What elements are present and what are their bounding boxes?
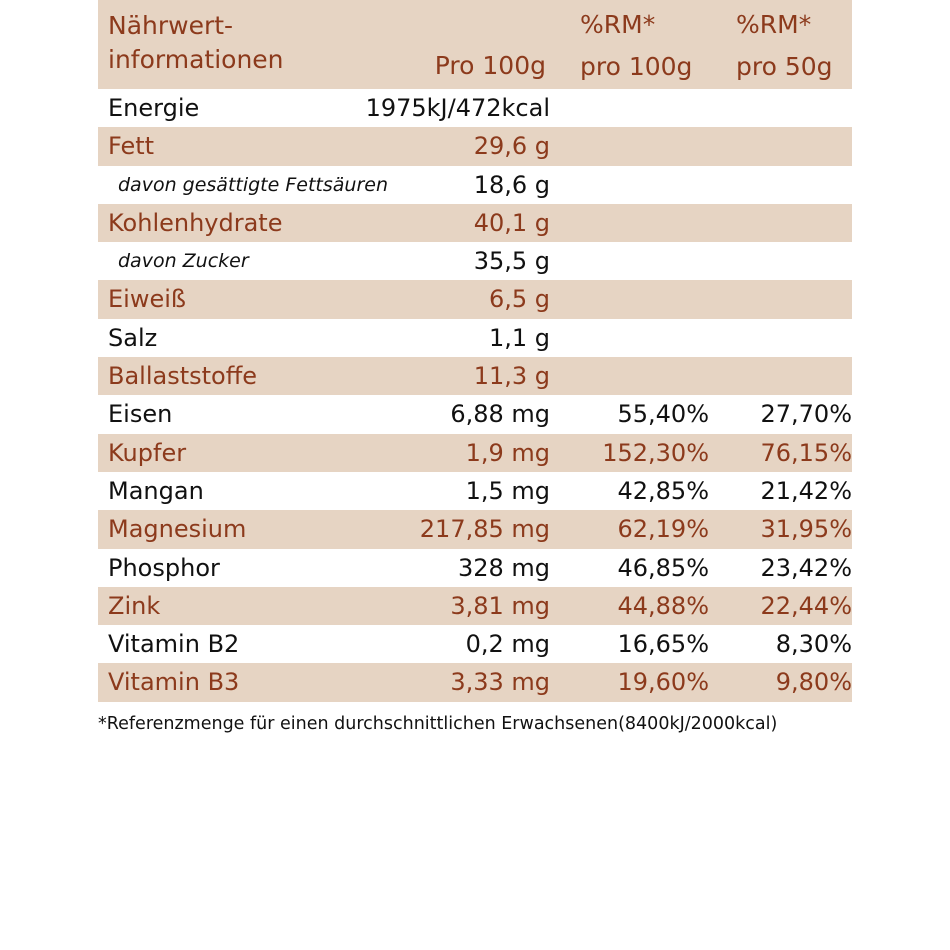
- row-rm100: 62,19%: [617, 515, 709, 544]
- header-name-line1: Nährwert-: [108, 11, 234, 40]
- row-per100: 1,9 mg: [465, 438, 550, 467]
- row-per100: 11,3 g: [473, 362, 550, 391]
- row-rm100: 55,40%: [617, 400, 709, 429]
- row-name: Salz: [108, 323, 158, 352]
- nutrition-table: Nährwert- informationen Pro 100g %RM* pr…: [98, 0, 852, 702]
- row-per100: 217,85 mg: [419, 515, 550, 544]
- header-rm100-line2: pro 100g: [580, 52, 693, 81]
- row-per100: 6,88 mg: [450, 400, 550, 429]
- table-body: Energie 1975kJ/472kcal Fett 29,6 g davon ges…: [98, 89, 852, 702]
- table-row: davon gesättigte Fettsäuren 18,6 g: [98, 166, 852, 204]
- header-rm50-line1: %RM*: [736, 10, 812, 39]
- header-rm100-line1: %RM*: [580, 10, 656, 39]
- row-per100: 0,2 mg: [465, 630, 550, 659]
- row-per100: 29,6 g: [473, 132, 550, 161]
- footnote: *Referenzmenge für einen durchschnittlic…: [98, 714, 778, 734]
- table-row: Eisen 6,88 mg 55,40% 27,70%: [98, 395, 852, 433]
- row-rm100: 44,88%: [617, 591, 709, 620]
- table-row: Zink 3,81 mg 44,88% 22,44%: [98, 586, 852, 626]
- row-name: Phosphor: [108, 553, 220, 582]
- header-rm50-line2: pro 50g: [736, 52, 833, 81]
- row-name: Energie: [108, 94, 200, 122]
- table-row: Vitamin B2 0,2 mg 16,65% 8,30%: [98, 625, 852, 663]
- row-name: Eisen: [108, 400, 173, 429]
- row-rm50: 31,95%: [760, 515, 852, 544]
- table-row: Ballaststoffe 11,3 g: [98, 357, 852, 396]
- row-name: Zink: [108, 591, 161, 620]
- table-row: Phosphor 328 mg 46,85% 23,42%: [98, 549, 852, 587]
- row-name: Vitamin B3: [108, 668, 240, 697]
- row-rm100: 42,85%: [617, 476, 709, 505]
- row-per100: 18,6 g: [473, 170, 550, 199]
- row-name: Vitamin B2: [108, 630, 240, 659]
- table-row: Kupfer 1,9 mg 152,30% 76,15%: [98, 433, 852, 472]
- row-per100: 3,33 mg: [450, 668, 550, 697]
- table-row: Salz 1,1 g: [98, 319, 852, 357]
- table-row: Energie 1975kJ/472kcal: [98, 89, 852, 127]
- row-per100: 35,5 g: [473, 247, 550, 276]
- row-per100: 6,5 g: [488, 285, 550, 314]
- table-row: Eiweiß 6,5 g: [98, 280, 852, 319]
- row-rm50: 8,30%: [775, 630, 852, 659]
- row-rm100: 19,60%: [617, 668, 709, 697]
- row-per100: 1,1 g: [488, 323, 550, 352]
- header-per100: Pro 100g: [434, 51, 546, 80]
- row-name: Kohlenhydrate: [108, 208, 283, 237]
- table-row: davon Zucker 35,5 g: [98, 242, 852, 280]
- row-rm50: 22,44%: [760, 591, 852, 620]
- row-name: Eiweiß: [108, 285, 187, 314]
- row-rm100: 16,65%: [617, 630, 709, 659]
- row-name: Ballaststoffe: [108, 362, 258, 391]
- table-header: Nährwert- informationen Pro 100g %RM* pr…: [98, 0, 852, 89]
- row-name: Kupfer: [108, 438, 187, 467]
- table-row: Vitamin B3 3,33 mg 19,60% 9,80%: [98, 663, 852, 702]
- row-name: davon Zucker: [118, 250, 249, 273]
- row-rm50: 21,42%: [760, 476, 852, 505]
- row-rm100: 152,30%: [602, 438, 709, 467]
- header-name-line2: informationen: [108, 45, 284, 74]
- table-row: Fett 29,6 g: [98, 127, 852, 166]
- row-per100: 40,1 g: [473, 208, 550, 237]
- row-per100: 1975kJ/472kcal: [365, 94, 550, 122]
- row-rm50: 9,80%: [775, 668, 852, 697]
- row-rm100: 46,85%: [617, 553, 709, 582]
- table-row: Magnesium 217,85 mg 62,19% 31,95%: [98, 510, 852, 549]
- row-per100: 328 mg: [457, 553, 550, 582]
- row-rm50: 27,70%: [760, 400, 852, 429]
- row-name: Magnesium: [108, 515, 247, 544]
- header-name: Nährwert- informationen: [108, 9, 284, 77]
- header-rm50: %RM* pro 50g: [736, 8, 833, 84]
- table-row: Mangan 1,5 mg 42,85% 21,42%: [98, 472, 852, 510]
- table-row: Kohlenhydrate 40,1 g: [98, 203, 852, 243]
- row-name: Mangan: [108, 476, 204, 505]
- row-rm50: 76,15%: [760, 438, 852, 467]
- row-per100: 1,5 mg: [465, 476, 550, 505]
- header-rm100: %RM* pro 100g: [580, 8, 692, 84]
- row-name: davon gesättigte Fettsäuren: [118, 173, 389, 196]
- row-rm50: 23,42%: [760, 553, 852, 582]
- row-per100: 3,81 mg: [450, 591, 550, 620]
- row-name: Fett: [108, 132, 155, 161]
